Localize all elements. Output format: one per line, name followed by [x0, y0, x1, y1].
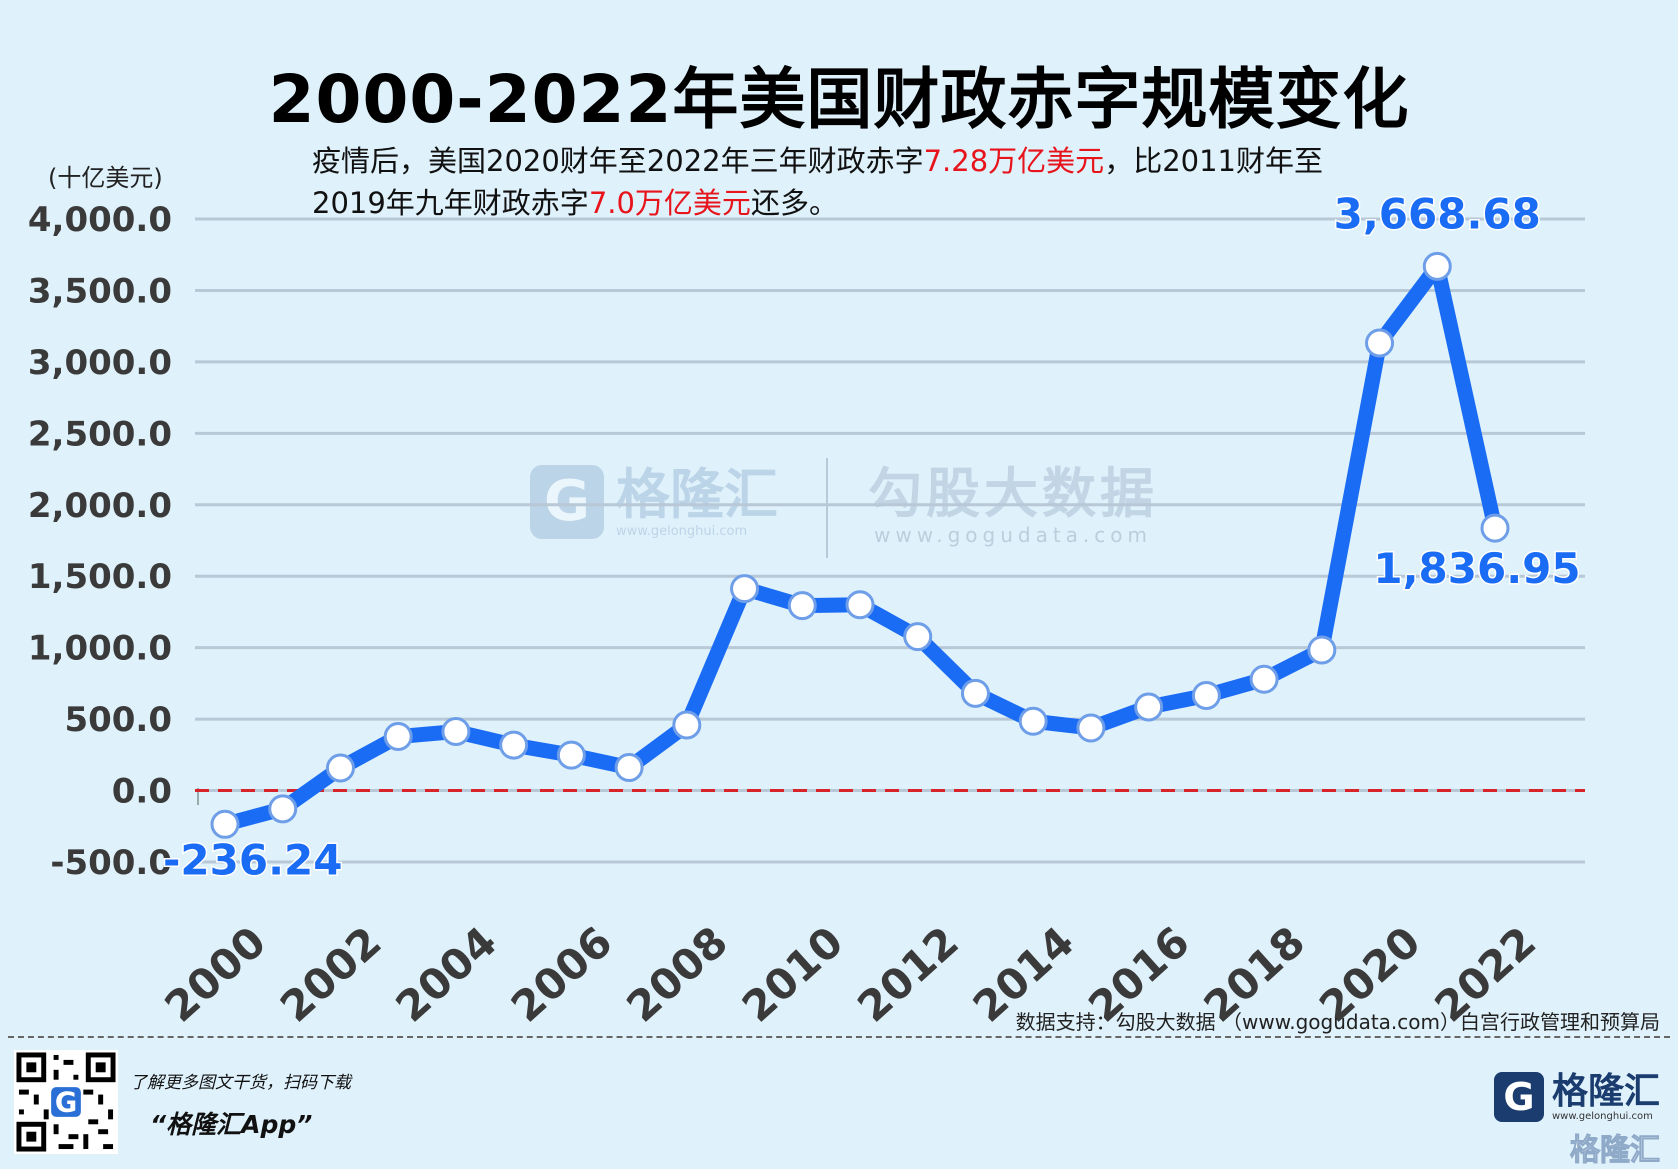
note-text-1: 疫情后，美国2020财年至2022年三年财政赤字 [312, 144, 924, 178]
y-tick-label: 1,000.0 [28, 629, 172, 669]
y-tick-label: 500.0 [64, 700, 172, 740]
y-tick-labels: 4,000.0 3,500.0 3,000.0 2,500.0 2,000.0 1,500… [28, 200, 172, 883]
data-point [730, 574, 760, 604]
line-chart: 4,000.0 3,500.0 3,000.0 2,500.0 2,000.0 1,500… [28, 188, 1585, 1030]
data-point [383, 722, 413, 752]
data-point [1480, 513, 1510, 543]
x-tick-label: 2002 [271, 917, 391, 1030]
data-point [556, 740, 586, 770]
data-point [1018, 706, 1048, 736]
promo-text: 了解更多图文干货，扫码下载 [130, 1073, 351, 1093]
y-tick-label: 2,500.0 [28, 414, 172, 454]
data-point [210, 809, 240, 839]
note-text-3: 还多。 [750, 186, 838, 220]
promo-app-name: “格隆汇App” [150, 1110, 313, 1139]
qr-code-icon[interactable]: G [14, 1050, 118, 1154]
qr-center-mark: G [55, 1087, 77, 1118]
watermark-brand-url: www.gelonghui.com [616, 523, 748, 539]
series-line [217, 258, 1503, 832]
data-point [1134, 692, 1164, 722]
y-tick-label: 0.0 [112, 772, 172, 812]
gelonghui-logo-icon: G [530, 465, 604, 539]
data-point [325, 753, 355, 783]
data-point [441, 717, 471, 747]
watermark2-name: 勾股大数据 [868, 462, 1158, 525]
gogudata-watermark: 勾股大数据 www.gogudata.com [868, 462, 1158, 548]
footer-brand-name: 格隆汇 [1551, 1070, 1660, 1112]
note-highlight-2: 7.0万亿美元 [588, 186, 751, 220]
y-tick-label: 1,500.0 [28, 557, 172, 597]
y-tick-label: 3,000.0 [28, 343, 172, 383]
data-point [1422, 251, 1452, 281]
data-point [499, 730, 529, 760]
watermark-separator [826, 458, 828, 558]
y-tick-label: 4,000.0 [28, 200, 172, 240]
x-tick-label: 2010 [733, 917, 853, 1030]
gelonghui-watermark: G 格隆汇 www.gelonghui.com [530, 465, 778, 539]
footer-divider [8, 1036, 1670, 1038]
note-highlight-1: 7.28万亿美元 [923, 144, 1105, 178]
y-tick-label: 2,000.0 [28, 486, 172, 526]
data-label: -236.24 [163, 835, 343, 884]
footer-brand-watermark: 格隆汇 [1570, 1133, 1661, 1169]
data-point [1365, 328, 1395, 358]
x-tick-label: 2006 [502, 917, 622, 1030]
watermark2-url: www.gogudata.com [873, 523, 1153, 547]
data-point [268, 794, 298, 824]
data-labels: -236.24 3,668.68 1,836.95 [162, 188, 1583, 886]
data-label: 1,836.95 [1373, 544, 1580, 593]
watermark-brand-name: 格隆汇 [616, 462, 778, 526]
chart-title: 2000-2022年美国财政赤字规模变化 [268, 61, 1410, 138]
data-point [1076, 713, 1106, 743]
data-point [1307, 635, 1337, 665]
y-tick-label: 3,500.0 [28, 271, 172, 311]
data-point [1249, 664, 1279, 694]
x-tick-label: 2008 [617, 917, 737, 1030]
x-tick-label: 2000 [155, 917, 275, 1030]
data-source: 数据支持：勾股大数据 （www.gogudata.com）白宫行政管理和预算局 [1015, 1010, 1660, 1034]
data-label: 3,668.68 [1334, 189, 1541, 238]
footer-brand-logo: G 格隆汇 www.gelonghui.com [1493, 1070, 1660, 1122]
y-tick-label: -500.0 [50, 843, 172, 883]
data-point [845, 590, 875, 620]
y-axis-unit: (十亿美元) [48, 164, 163, 192]
grid-lines [195, 217, 1585, 864]
data-point [672, 710, 702, 740]
footer-brand-url: www.gelonghui.com [1551, 1110, 1653, 1122]
data-point [1191, 681, 1221, 711]
data-point [960, 678, 990, 708]
chart-note: 疫情后，美国2020财年至2022年三年财政赤字7.28万亿美元，比2011财年… [312, 140, 1392, 224]
data-point [787, 591, 817, 621]
note-text-2: ，比2011财年至2019年九年财政赤字 [312, 144, 1323, 220]
data-points [210, 251, 1510, 839]
data-point [903, 622, 933, 652]
x-tick-label: 2004 [386, 917, 506, 1030]
gelonghui-logo-icon: G [1493, 1072, 1544, 1122]
x-tick-label: 2012 [848, 917, 968, 1030]
data-point [614, 753, 644, 783]
